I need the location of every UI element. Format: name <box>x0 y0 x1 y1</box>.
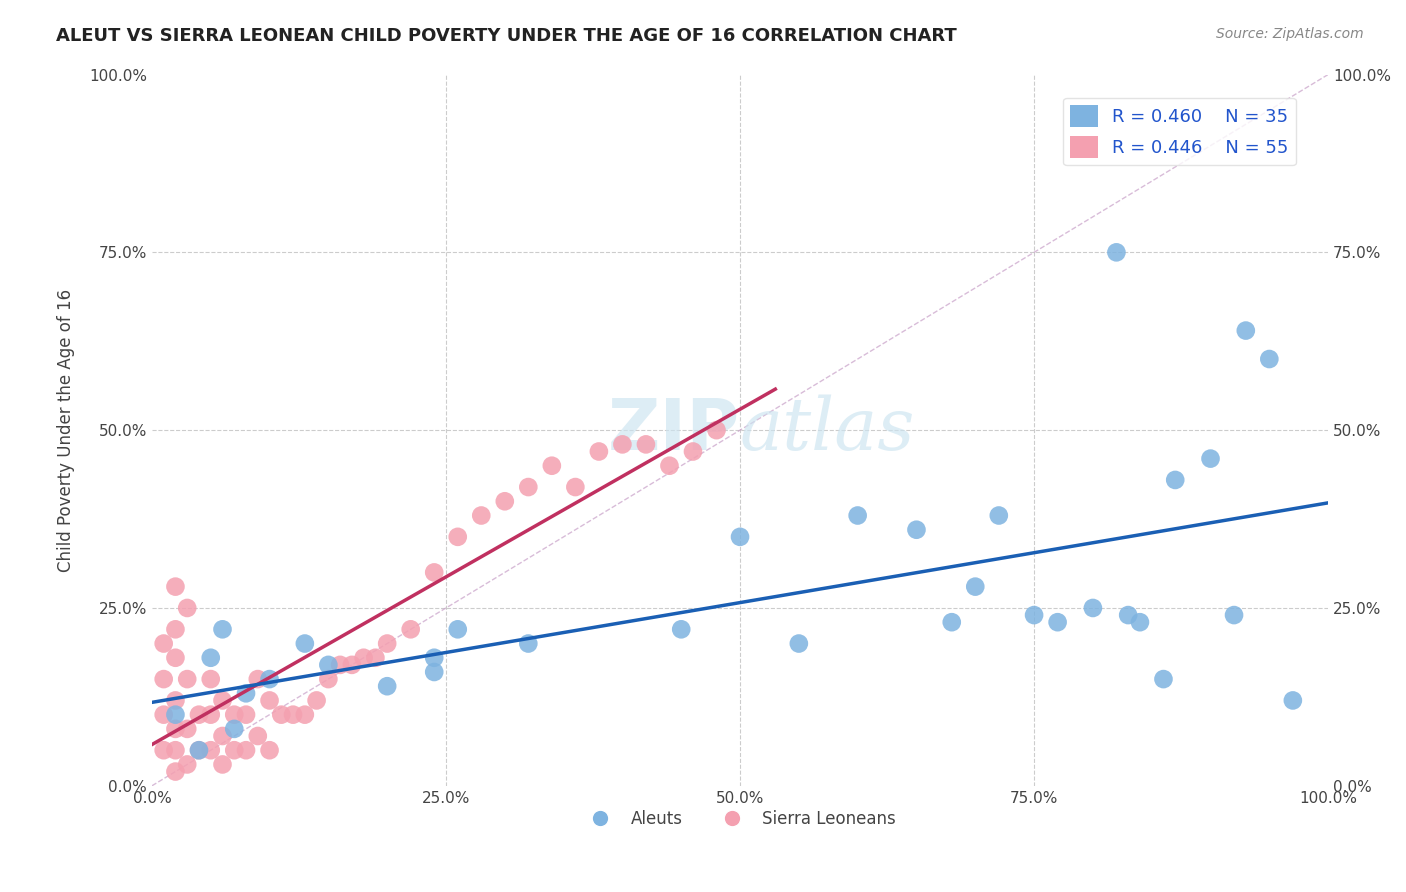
Point <box>1199 451 1222 466</box>
Point <box>564 480 586 494</box>
Point <box>846 508 869 523</box>
Point <box>259 743 281 757</box>
Point <box>200 672 222 686</box>
Point <box>1046 615 1069 630</box>
Point <box>658 458 681 473</box>
Point <box>165 623 187 637</box>
Point <box>728 530 751 544</box>
Point <box>176 722 198 736</box>
Point <box>318 657 340 672</box>
Point <box>1022 608 1045 623</box>
Point <box>1116 608 1139 623</box>
Point <box>1282 693 1305 707</box>
Point <box>305 693 328 707</box>
Point <box>152 743 174 757</box>
Point <box>494 494 516 508</box>
Point <box>224 707 246 722</box>
Point <box>200 650 222 665</box>
Point <box>165 693 187 707</box>
Point <box>200 743 222 757</box>
Point <box>612 437 634 451</box>
Point <box>235 743 257 757</box>
Point <box>165 722 187 736</box>
Point <box>176 601 198 615</box>
Point <box>188 743 211 757</box>
Point <box>176 757 198 772</box>
Point <box>281 707 304 722</box>
Y-axis label: Child Poverty Under the Age of 16: Child Poverty Under the Age of 16 <box>58 289 75 572</box>
Point <box>176 672 198 686</box>
Point <box>1258 351 1281 366</box>
Point <box>706 423 728 437</box>
Point <box>447 623 470 637</box>
Point <box>671 623 693 637</box>
Point <box>200 707 222 722</box>
Text: Source: ZipAtlas.com: Source: ZipAtlas.com <box>1216 27 1364 41</box>
Point <box>165 707 187 722</box>
Point <box>375 679 398 693</box>
Point <box>1129 615 1152 630</box>
Point <box>1105 245 1128 260</box>
Text: ALEUT VS SIERRA LEONEAN CHILD POVERTY UNDER THE AGE OF 16 CORRELATION CHART: ALEUT VS SIERRA LEONEAN CHILD POVERTY UN… <box>56 27 957 45</box>
Point <box>1223 608 1246 623</box>
Point <box>294 707 316 722</box>
Point <box>682 444 704 458</box>
Point <box>399 623 422 637</box>
Point <box>259 672 281 686</box>
Point <box>152 672 174 686</box>
Point <box>941 615 963 630</box>
Point <box>235 686 257 700</box>
Point <box>246 729 269 743</box>
Point <box>165 743 187 757</box>
Point <box>188 707 211 722</box>
Point <box>353 650 375 665</box>
Point <box>211 623 233 637</box>
Point <box>152 707 174 722</box>
Point <box>1153 672 1175 686</box>
Point <box>235 707 257 722</box>
Point <box>375 636 398 650</box>
Point <box>470 508 492 523</box>
Point <box>294 636 316 650</box>
Text: atlas: atlas <box>740 395 915 466</box>
Point <box>364 650 387 665</box>
Point <box>987 508 1010 523</box>
Point <box>965 580 987 594</box>
Point <box>211 729 233 743</box>
Point <box>588 444 610 458</box>
Point <box>340 657 363 672</box>
Point <box>634 437 657 451</box>
Point <box>423 566 446 580</box>
Point <box>259 693 281 707</box>
Point <box>787 636 810 650</box>
Point <box>1081 601 1104 615</box>
Point <box>318 672 340 686</box>
Point <box>211 757 233 772</box>
Point <box>152 636 174 650</box>
Point <box>517 636 540 650</box>
Point <box>165 580 187 594</box>
Point <box>188 743 211 757</box>
Point <box>165 764 187 779</box>
Point <box>423 665 446 679</box>
Point <box>165 650 187 665</box>
Point <box>1164 473 1187 487</box>
Point <box>224 743 246 757</box>
Text: ZIP: ZIP <box>607 396 740 465</box>
Point <box>211 693 233 707</box>
Point <box>1234 324 1257 338</box>
Point <box>423 650 446 665</box>
Point <box>329 657 352 672</box>
Point <box>270 707 292 722</box>
Point <box>246 672 269 686</box>
Point <box>540 458 562 473</box>
Legend: Aleuts, Sierra Leoneans: Aleuts, Sierra Leoneans <box>576 803 903 834</box>
Point <box>517 480 540 494</box>
Point <box>447 530 470 544</box>
Point <box>224 722 246 736</box>
Point <box>905 523 928 537</box>
